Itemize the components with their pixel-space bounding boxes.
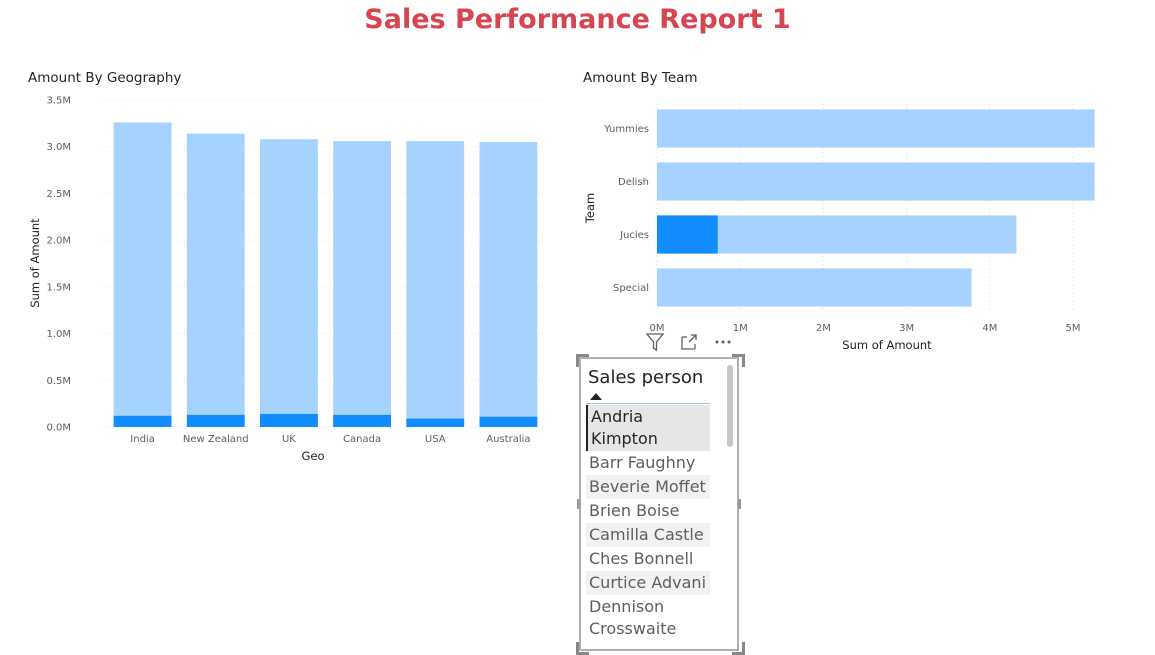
team-chart-title: Amount By Team (583, 70, 698, 86)
y-tick-label: Yummies (603, 124, 649, 135)
slicer-item[interactable]: Ches Bonnell (586, 547, 710, 571)
highlight-bar[interactable] (113, 415, 172, 427)
bar[interactable] (333, 141, 391, 427)
slicer-item[interactable]: Curtice Advani (586, 571, 710, 595)
x-tick-label: Australia (486, 434, 530, 445)
bar[interactable] (657, 109, 1095, 148)
x-tick-label: Canada (343, 434, 381, 445)
resize-handle-top-left[interactable] (576, 354, 589, 367)
y-tick-label: Jucies (619, 230, 649, 241)
bar[interactable] (186, 133, 245, 427)
slicer-title: Sales person (588, 367, 704, 388)
y-tick-label: Special (613, 283, 649, 294)
x-tick-label: New Zealand (183, 434, 249, 445)
more-options-icon[interactable] (712, 331, 734, 353)
bar[interactable] (406, 141, 465, 427)
x-tick-label: 2M (816, 323, 831, 334)
y-tick-label: 2.5M (46, 189, 71, 200)
bar[interactable] (260, 139, 318, 428)
x-axis-title: Sum of Amount (842, 338, 932, 352)
x-axis-title: Geo (301, 449, 324, 463)
sort-caret-icon[interactable] (590, 393, 602, 400)
sales-person-slicer[interactable]: Sales person Andria Kimpton Barr Faughny B… (579, 357, 739, 651)
amount-by-team-chart[interactable]: 0M 1M 2M 3M 4M 5M Yummies Delish Jucies Special Su… (570, 90, 1110, 360)
y-tick-label: Delish (618, 177, 649, 188)
x-tick-label: 1M (733, 323, 748, 334)
highlight-bar[interactable] (333, 414, 391, 427)
y-tick-label: 1.0M (46, 329, 71, 340)
slicer-list: Andria Kimpton Barr Faughny Beverie Moffet… (586, 405, 711, 641)
x-tick-label: 4M (982, 323, 997, 334)
focus-mode-icon[interactable] (678, 331, 700, 353)
resize-handle-bottom-right[interactable] (732, 642, 745, 655)
y-tick-label: 0.5M (46, 376, 71, 387)
slicer-item[interactable]: Beverie Moffet (586, 475, 710, 499)
slicer-item[interactable]: Andria Kimpton (586, 405, 710, 451)
x-tick-label: India (130, 434, 155, 445)
slicer-header-underline (586, 403, 710, 404)
highlight-bar[interactable] (186, 414, 245, 427)
x-tick-label: 5M (1066, 323, 1081, 334)
slicer-item[interactable]: Brien Boise (586, 499, 710, 523)
resize-handle-left[interactable] (577, 499, 581, 509)
y-axis-title: Team (583, 193, 597, 224)
resize-handle-top-right[interactable] (732, 354, 745, 367)
bar[interactable] (657, 162, 1095, 201)
y-axis-title: Sum of Amount (28, 218, 42, 308)
y-tick-label: 3.5M (46, 96, 71, 107)
resize-handle-right[interactable] (737, 499, 741, 509)
slicer-item[interactable]: Camilla Castle (586, 523, 710, 547)
x-tick-label: USA (425, 434, 446, 445)
filter-icon[interactable] (644, 331, 666, 353)
slicer-item[interactable]: Barr Faughny (586, 451, 710, 475)
geo-chart-title: Amount By Geography (28, 70, 182, 86)
highlight-bar[interactable] (260, 413, 318, 427)
x-tick-label: UK (282, 434, 296, 445)
resize-handle-bottom-left[interactable] (576, 642, 589, 655)
highlight-bar[interactable] (657, 215, 718, 254)
y-tick-label: 2.0M (46, 236, 71, 247)
y-tick-label: 0.0M (46, 423, 71, 434)
y-tick-label: 3.0M (46, 142, 71, 153)
highlight-bar[interactable] (479, 416, 538, 427)
bar[interactable] (113, 122, 172, 427)
bar[interactable] (657, 268, 972, 307)
slicer-item[interactable]: Dennison Crosswaite (586, 595, 710, 641)
slicer-header-icons (642, 331, 742, 353)
report-title: Sales Performance Report 1 (364, 4, 791, 35)
highlight-bar[interactable] (406, 418, 465, 427)
y-tick-label: 1.5M (46, 282, 71, 293)
bar[interactable] (479, 142, 538, 428)
slicer-scrollbar[interactable] (727, 365, 733, 447)
amount-by-geography-chart[interactable]: 0.0M 0.5M 1.0M 1.5M 2.0M 2.5M 3.0M 3.5M India New… (0, 90, 560, 470)
x-tick-label: 0M (650, 323, 665, 334)
x-tick-label: 3M (899, 323, 914, 334)
